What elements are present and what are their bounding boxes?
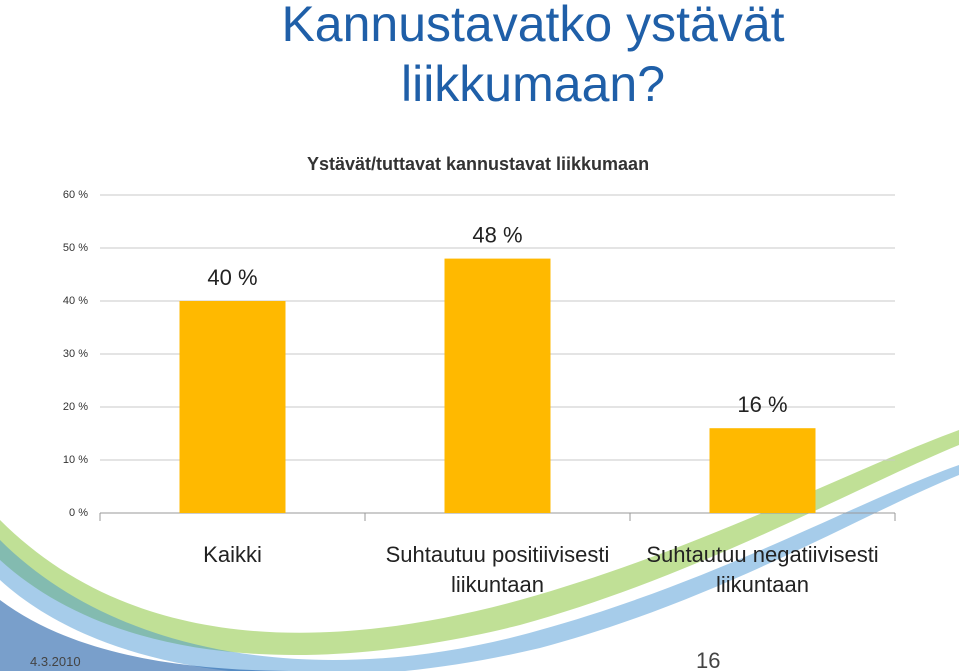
- x-tick-label: Suhtautuu negatiivisesti liikuntaan: [646, 542, 879, 597]
- slide-title: Kannustavatko ystävät liikkumaan?: [281, 0, 785, 112]
- data-label: 16 %: [737, 392, 787, 417]
- chart-title: Ystävät/tuttavat kannustavat liikkumaan: [307, 154, 649, 174]
- y-tick-label: 30 %: [63, 348, 88, 360]
- y-tick-label: 50 %: [63, 242, 88, 254]
- data-label: 40 %: [207, 265, 257, 290]
- y-tick-label: 20 %: [63, 401, 88, 413]
- y-tick-label: 0 %: [69, 507, 88, 519]
- y-tick-label: 10 %: [63, 454, 88, 466]
- swoosh-dark: [0, 600, 300, 671]
- bar: [709, 428, 816, 513]
- footer-date: 4.3.2010: [30, 654, 81, 669]
- page-number: 16: [696, 648, 721, 671]
- data-label: 48 %: [472, 222, 522, 247]
- decoration: [0, 430, 959, 671]
- x-tick-label: Kaikki: [203, 542, 262, 567]
- x-tick-label: Suhtautuu positiivisesti liikuntaan: [385, 542, 610, 597]
- y-tick-label: 60 %: [63, 189, 88, 201]
- bar: [444, 258, 551, 513]
- bar: [179, 301, 286, 513]
- y-tick-label: 40 %: [63, 295, 88, 307]
